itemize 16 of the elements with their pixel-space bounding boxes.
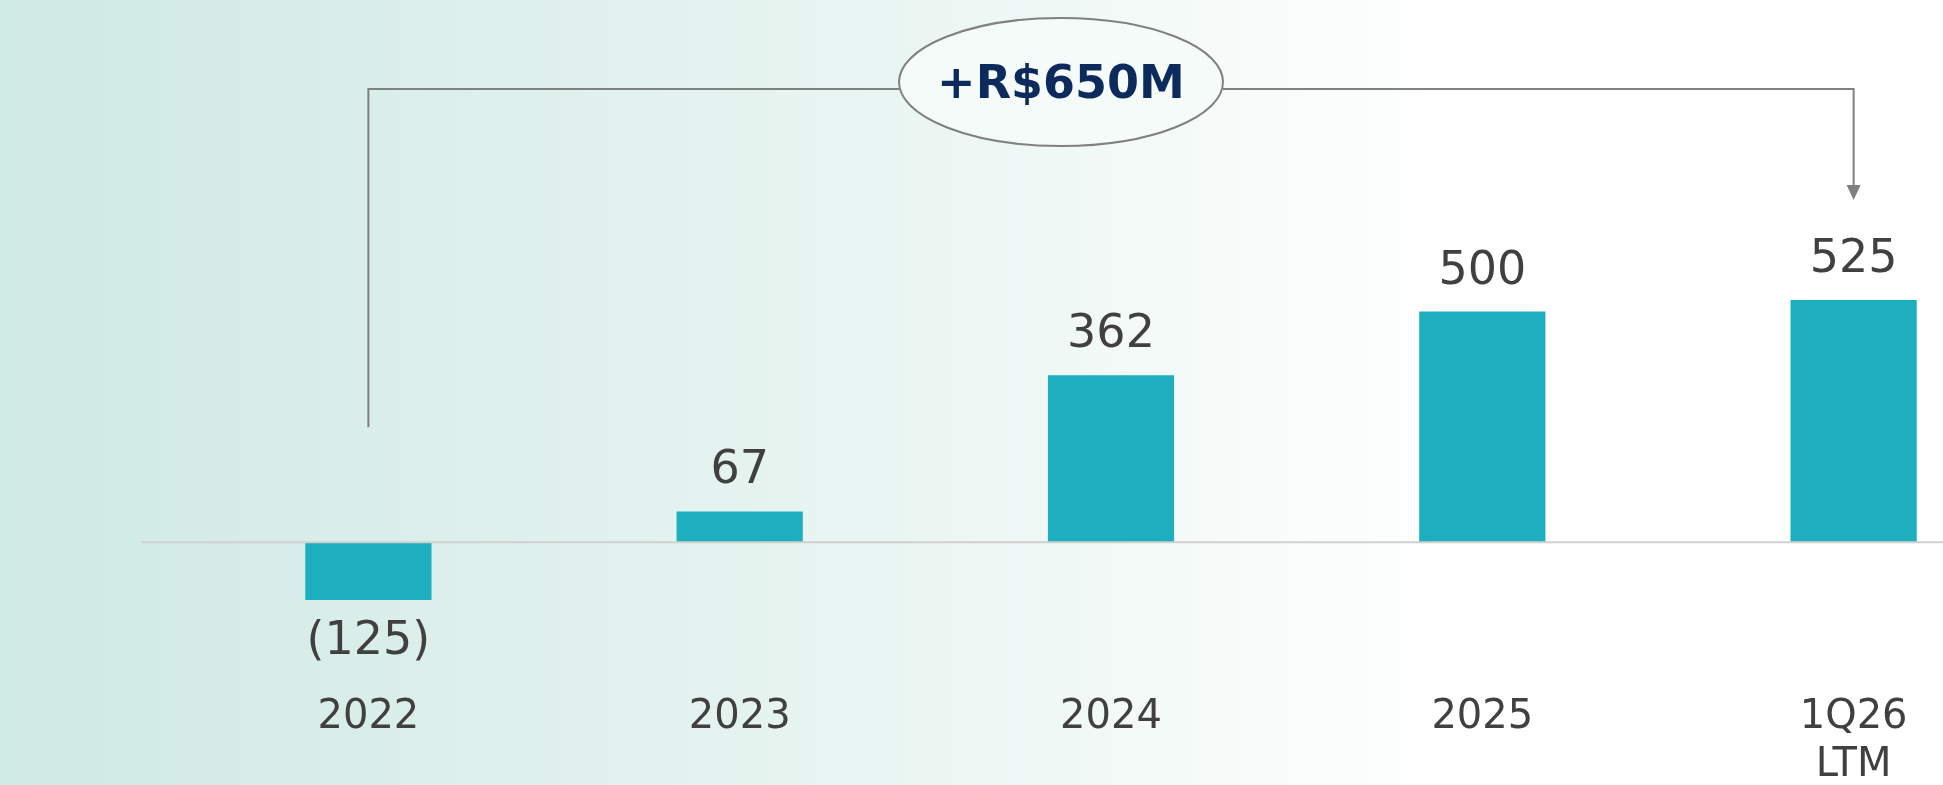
x-tick-label: 2024: [1060, 690, 1162, 737]
data-label: 362: [1067, 304, 1155, 359]
bar: [305, 542, 432, 600]
data-label: 525: [1809, 229, 1898, 283]
bar: [1047, 375, 1175, 543]
text: +R$650M: [937, 55, 1185, 109]
bar: [676, 511, 803, 543]
x-tick-label: 1Q26 LTM: [1799, 690, 1908, 785]
data-label: 67: [710, 440, 769, 495]
x-tick-label: 2022: [317, 690, 420, 737]
x-tick-label: 2025: [1431, 690, 1534, 737]
bar: [1419, 311, 1546, 543]
x-tick-label: 2023: [688, 690, 791, 737]
data-label: (125): [306, 611, 431, 665]
bar: [1790, 300, 1917, 543]
data-label: 500: [1438, 240, 1527, 295]
